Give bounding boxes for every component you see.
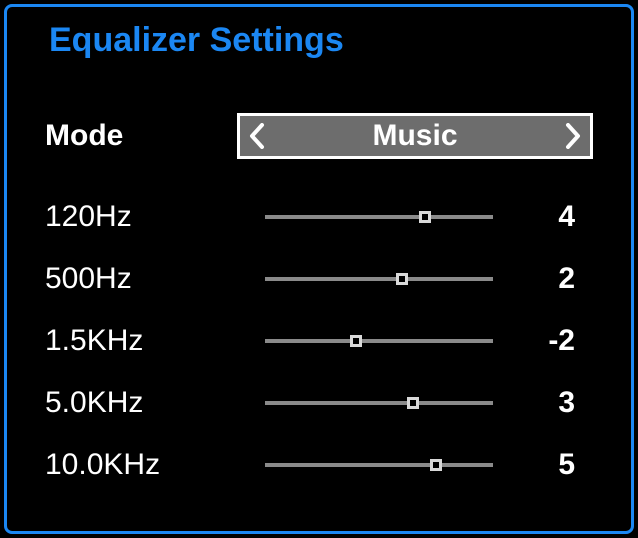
eq-band: 120Hz 4 — [45, 197, 593, 237]
slider-track — [265, 463, 493, 467]
band-slider[interactable] — [265, 455, 493, 475]
chevron-left-icon[interactable] — [246, 121, 268, 151]
eq-band: 5.0KHz 3 — [45, 383, 593, 423]
band-value: 5 — [515, 448, 575, 482]
mode-selector[interactable]: Music — [237, 113, 593, 159]
band-freq-label: 120Hz — [45, 200, 265, 234]
slider-track — [265, 339, 493, 343]
band-slider[interactable] — [265, 207, 493, 227]
band-value: -2 — [515, 324, 575, 358]
slider-thumb[interactable] — [419, 211, 431, 223]
equalizer-settings-panel: Equalizer Settings Mode Music 120Hz — [4, 4, 634, 534]
slider-thumb[interactable] — [396, 273, 408, 285]
slider-track — [265, 401, 493, 405]
slider-thumb[interactable] — [350, 335, 362, 347]
band-slider[interactable] — [265, 269, 493, 289]
band-value: 2 — [515, 262, 575, 296]
eq-band: 500Hz 2 — [45, 259, 593, 299]
mode-row: Mode Music — [45, 113, 593, 159]
band-slider[interactable] — [265, 331, 493, 351]
slider-thumb[interactable] — [407, 397, 419, 409]
eq-band: 1.5KHz -2 — [45, 321, 593, 361]
eq-bands: 120Hz 4 500Hz 2 1.5KHz -2 5.0KHz — [45, 197, 593, 501]
band-freq-label: 1.5KHz — [45, 324, 265, 358]
eq-band: 10.0KHz 5 — [45, 445, 593, 485]
slider-track — [265, 277, 493, 281]
chevron-right-icon[interactable] — [562, 121, 584, 151]
band-freq-label: 500Hz — [45, 262, 265, 296]
band-value: 3 — [515, 386, 575, 420]
band-slider[interactable] — [265, 393, 493, 413]
band-value: 4 — [515, 200, 575, 234]
slider-thumb[interactable] — [430, 459, 442, 471]
slider-track — [265, 215, 493, 219]
mode-value: Music — [268, 119, 562, 153]
band-freq-label: 10.0KHz — [45, 448, 265, 482]
mode-label: Mode — [45, 119, 237, 153]
band-freq-label: 5.0KHz — [45, 386, 265, 420]
page-title: Equalizer Settings — [49, 21, 344, 60]
